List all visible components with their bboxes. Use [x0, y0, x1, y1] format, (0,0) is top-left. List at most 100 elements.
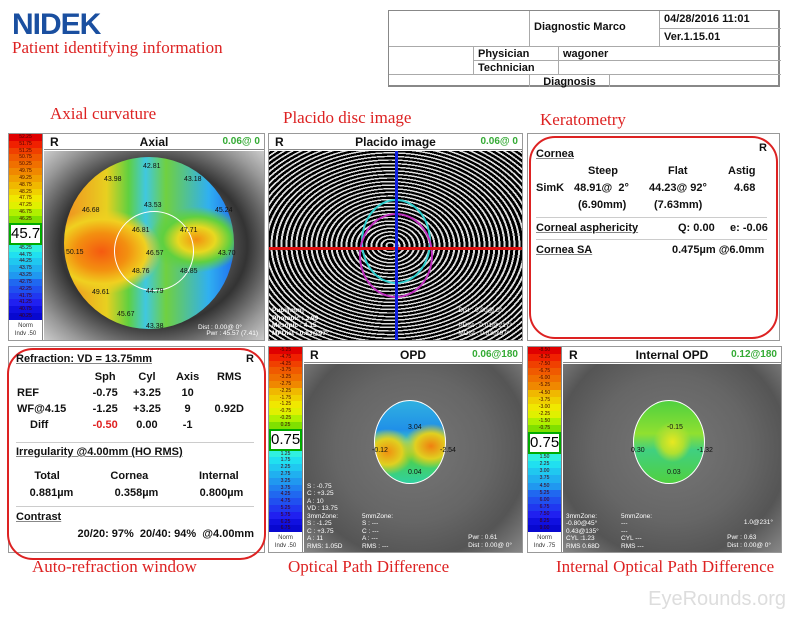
column-header: Cyl — [138, 371, 156, 383]
irregularity-title: Irregularity @4.00mm (HO RMS) — [16, 446, 183, 458]
scale-center-value[interactable]: 45.75 — [9, 222, 42, 245]
scale-mode[interactable]: Norm Indv .50 — [269, 532, 302, 553]
iopd-5mm-zone: 5mmZone: --- --- CYL --- RMS --- — [621, 512, 653, 550]
q-value: Q: 0.00 — [678, 222, 715, 234]
scale-step: -0.75 — [269, 408, 302, 415]
scale-step: 3.75 — [528, 475, 561, 483]
scale-step: 1.25 — [269, 450, 302, 458]
scale-step: 41.25 — [9, 299, 42, 307]
opd-value: 0.06@180 — [472, 349, 518, 360]
map-value-label: 44.79 — [146, 288, 164, 295]
refraction-table: Sph Cyl Axis RMS REF -0.75 +3.25 10 WF@4.15 -1.2… — [14, 369, 252, 433]
scale-mode[interactable]: Norm Indv .75 — [528, 532, 561, 553]
cornea-sa-value: 0.475µm @6.0mm — [672, 244, 765, 256]
technician-label: Technician — [473, 60, 558, 74]
scale-step: -6.00 — [528, 375, 561, 383]
scale-step: 2.25 — [528, 461, 561, 469]
table-cell: -0.50 — [92, 419, 118, 431]
diagnosis-value[interactable] — [609, 74, 781, 87]
iopd-pwr: Pwr : 0.63 Dist : 0.00@ 0° — [727, 534, 771, 549]
map-value-label: 48.76 — [132, 268, 150, 275]
internal-opd-panel[interactable]: -8.50 -8.25 -7.50 -6.75 -6.00 -5.25 -4.50 -3.75… — [527, 346, 782, 553]
eye-label: R — [759, 142, 767, 154]
scale-step: 2.75 — [269, 470, 302, 478]
table-cell: 0.00 — [136, 419, 158, 431]
annotation-autoref: Auto-refraction window — [32, 557, 197, 576]
opd-5mm-zone: 5mmZone: S : --- C : --- A : --- RMS : -… — [362, 512, 394, 550]
exam-datetime: 04/28/2016 11:01 — [659, 11, 781, 28]
highlight-box — [529, 136, 778, 339]
scale-step: -7.50 — [528, 361, 561, 369]
placido-value: 0.06@ 0 — [480, 136, 518, 147]
astig-header: Astig — [728, 165, 756, 177]
scale-step: 46.75 — [9, 209, 42, 216]
map-value-label: -1.32 — [697, 447, 713, 454]
steep-mm: (6.90mm) — [578, 199, 627, 211]
scale-step: -1.50 — [528, 417, 561, 426]
opd-color-scale: -5.25 -4.75 -4.25 -3.75 -3.25 -2.75 -2.25 -1.75… — [269, 347, 303, 553]
map-value-label: 49.61 — [92, 289, 110, 296]
map-value-label: 0.04 — [408, 469, 422, 476]
scale-step: -3.75 — [269, 367, 302, 375]
opd-wavefront-map — [374, 400, 446, 484]
scale-step: 3.00 — [528, 468, 561, 476]
scale-mode[interactable]: Norm Indv .50 — [9, 319, 42, 340]
scale-step: 5.25 — [269, 504, 302, 512]
map-value-label: 45.24 — [215, 207, 233, 214]
table-row: Diff -0.50 0.00 -1 — [14, 417, 252, 433]
table-cell: -1 — [182, 419, 193, 431]
map-value-label: 46.81 — [132, 227, 150, 234]
panel-title: Axial — [139, 135, 169, 149]
scale-step: 49.75 — [9, 168, 42, 175]
placido-title-bar: R Placido image 0.06@ 0 — [269, 134, 522, 150]
technician-value[interactable] — [558, 60, 781, 74]
physician-label: Physician — [473, 46, 558, 60]
map-value-label: 43.38 — [146, 323, 164, 330]
eye-label: R — [50, 135, 59, 149]
internal-opd-eye-image[interactable]: -0.15 0.30 -1.32 0.03 3mmZone: -0.80@45° 0.… — [563, 364, 781, 552]
scale-step: 48.25 — [9, 188, 42, 196]
axial-title-bar: R Axial 0.06@ 0 — [44, 134, 264, 150]
scale-step: 6.75 — [269, 525, 302, 533]
scale-step: -1.75 — [269, 394, 302, 402]
annotation-placido: Placido disc image — [283, 108, 412, 127]
scale-step: 6.00 — [528, 496, 561, 504]
e-value: e: -0.06 — [730, 222, 768, 234]
nidek-logo: NIDEK — [12, 8, 101, 41]
map-value-label: 48.85 — [180, 268, 198, 275]
opd-eye-image[interactable]: 3.04 -0.12 -2.54 0.04 S : -0.75 C : +3.25 A… — [304, 364, 522, 552]
zone-circle — [114, 211, 194, 291]
scale-step: 42.25 — [9, 285, 42, 293]
cornea-sa-label: Cornea SA — [536, 244, 593, 256]
scale-center-value[interactable]: 0.75 — [269, 428, 302, 451]
table-cell: 9 — [184, 403, 191, 415]
map-value-label: 43.53 — [144, 202, 162, 209]
map-value-label: 43.70 — [218, 250, 236, 257]
scale-step: -5.25 — [528, 382, 561, 390]
table-cell: REF — [17, 387, 39, 399]
axial-color-scale: 52.25 51.75 51.25 50.75 50.25 49.75 49.25 48.75… — [9, 134, 43, 340]
scale-step: 50.75 — [9, 154, 42, 162]
irregularity-value: 0.881µm — [29, 487, 74, 499]
placido-panel[interactable]: R Placido image 0.06@ 0 Pupil[mm] Photop… — [268, 133, 523, 341]
axial-map-panel[interactable]: 52.25 51.75 51.25 50.75 50.25 49.75 49.25 48.75… — [8, 133, 265, 341]
map-value-label: 0.03 — [667, 469, 681, 476]
scale-step: 51.75 — [9, 140, 42, 148]
map-value-label: 0.30 — [631, 447, 645, 454]
internal-opd-value: 0.12@180 — [731, 349, 777, 360]
scale-step: -3.25 — [269, 374, 302, 381]
axial-eye-image[interactable]: 42.81 43.98 43.18 46.68 45.24 43.53 46.81 47.71… — [44, 151, 264, 340]
eye-label: R — [310, 348, 319, 362]
scale-center-value[interactable]: 0.75 — [528, 432, 561, 455]
irregularity-value: 0.358µm — [114, 487, 159, 499]
highlight-box — [7, 348, 266, 560]
table-row: WF@4.15 -1.25 +3.25 9 0.92D — [14, 401, 252, 417]
annotation-internal-opd: Internal Optical Path Difference — [556, 557, 775, 576]
annotation-axial: Axial curvature — [50, 104, 157, 123]
opd-title-bar: R OPD 0.06@180 — [304, 347, 522, 363]
opd-panel[interactable]: -5.25 -4.75 -4.25 -3.75 -3.25 -2.75 -2.25 -1.75… — [268, 346, 523, 553]
placido-ring-image[interactable]: Pupil[mm] Photopic : 3.99 Mesopic : 4.15… — [269, 151, 522, 340]
indv-label: Indv .75 — [533, 543, 556, 550]
map-value-label: -2.54 — [440, 447, 456, 454]
map-value-label: 46.57 — [146, 250, 164, 257]
